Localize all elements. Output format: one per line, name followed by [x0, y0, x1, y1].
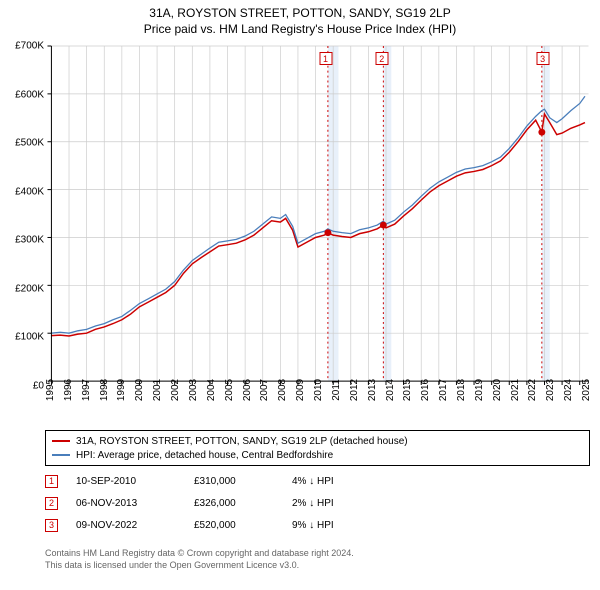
transaction-date: 06-NOV-2013: [76, 498, 176, 509]
x-tick-label: 2011: [331, 379, 342, 401]
x-tick-label: 2016: [420, 379, 431, 401]
x-tick-label: 2003: [188, 379, 199, 401]
transaction-price: £326,000: [194, 498, 274, 509]
x-tick-label: 1999: [116, 379, 127, 401]
x-tick-label: 2005: [224, 379, 235, 401]
legend-label: HPI: Average price, detached house, Cent…: [76, 450, 333, 461]
transaction-row: 2 06-NOV-2013 £326,000 2% ↓ HPI: [45, 492, 590, 514]
x-tick-label: 2007: [259, 379, 270, 401]
footer-attribution: Contains HM Land Registry data © Crown c…: [45, 548, 354, 571]
x-tick-label: 2022: [527, 379, 538, 401]
transaction-price: £310,000: [194, 476, 274, 487]
x-tick-label: 2025: [581, 379, 592, 401]
chart-title-address: 31A, ROYSTON STREET, POTTON, SANDY, SG19…: [0, 6, 600, 20]
transactions-table: 1 10-SEP-2010 £310,000 4% ↓ HPI 2 06-NOV-2013…: [45, 470, 590, 536]
x-tick-label: 2013: [367, 379, 378, 401]
chart-container: 31A, ROYSTON STREET, POTTON, SANDY, SG19…: [0, 0, 600, 590]
x-tick-label: 1998: [99, 379, 110, 401]
x-tick-label: 2010: [313, 379, 324, 401]
x-tick-label: 2019: [474, 379, 485, 401]
x-tick-label: 2020: [492, 379, 503, 401]
x-tick-label: 2024: [563, 379, 574, 401]
legend: 31A, ROYSTON STREET, POTTON, SANDY, SG19…: [45, 430, 590, 466]
chart-marker-1: 1: [319, 52, 332, 65]
x-tick-label: 2009: [295, 379, 306, 401]
legend-label: 31A, ROYSTON STREET, POTTON, SANDY, SG19…: [76, 436, 408, 447]
legend-item: HPI: Average price, detached house, Cent…: [52, 448, 583, 462]
y-tick-label: £0: [33, 381, 44, 392]
x-tick-label: 2015: [402, 379, 413, 401]
x-tick-label: 2006: [242, 379, 253, 401]
x-tick-label: 1996: [63, 379, 74, 401]
transaction-pct: 9% ↓ HPI: [292, 520, 402, 531]
x-tick-label: 1997: [81, 379, 92, 401]
y-tick-label: £400K: [15, 186, 44, 197]
legend-swatch: [52, 454, 70, 456]
x-tick-label: 2023: [545, 379, 556, 401]
chart-subtitle: Price paid vs. HM Land Registry's House …: [0, 22, 600, 36]
y-tick-label: £700K: [15, 41, 44, 52]
x-tick-label: 2012: [349, 379, 360, 401]
transaction-pct: 4% ↓ HPI: [292, 476, 402, 487]
transaction-row: 3 09-NOV-2022 £520,000 9% ↓ HPI: [45, 514, 590, 536]
x-tick-label: 2008: [277, 379, 288, 401]
chart-marker-2: 2: [375, 52, 388, 65]
footer-line2: This data is licensed under the Open Gov…: [45, 560, 354, 572]
y-tick-label: £600K: [15, 89, 44, 100]
x-tick-label: 1995: [45, 379, 56, 401]
chart-svg: [45, 46, 590, 386]
footer-line1: Contains HM Land Registry data © Crown c…: [45, 548, 354, 560]
y-tick-label: £300K: [15, 235, 44, 246]
x-tick-label: 2001: [152, 379, 163, 401]
legend-item: 31A, ROYSTON STREET, POTTON, SANDY, SG19…: [52, 434, 583, 448]
x-tick-label: 2014: [385, 379, 396, 401]
title-block: 31A, ROYSTON STREET, POTTON, SANDY, SG19…: [0, 0, 600, 38]
x-tick-label: 2021: [510, 379, 521, 401]
transaction-row: 1 10-SEP-2010 £310,000 4% ↓ HPI: [45, 470, 590, 492]
y-tick-label: £100K: [15, 332, 44, 343]
y-tick-label: £500K: [15, 138, 44, 149]
legend-swatch: [52, 440, 70, 442]
x-tick-label: 2018: [456, 379, 467, 401]
transaction-marker: 2: [45, 497, 58, 510]
transaction-date: 09-NOV-2022: [76, 520, 176, 531]
transaction-date: 10-SEP-2010: [76, 476, 176, 487]
transaction-marker: 3: [45, 519, 58, 532]
x-tick-label: 2017: [438, 379, 449, 401]
transaction-marker: 1: [45, 475, 58, 488]
x-tick-label: 2000: [134, 379, 145, 401]
x-tick-label: 2002: [170, 379, 181, 401]
transaction-price: £520,000: [194, 520, 274, 531]
x-tick-label: 2004: [206, 379, 217, 401]
chart-marker-3: 3: [536, 52, 549, 65]
transaction-pct: 2% ↓ HPI: [292, 498, 402, 509]
y-tick-label: £200K: [15, 283, 44, 294]
